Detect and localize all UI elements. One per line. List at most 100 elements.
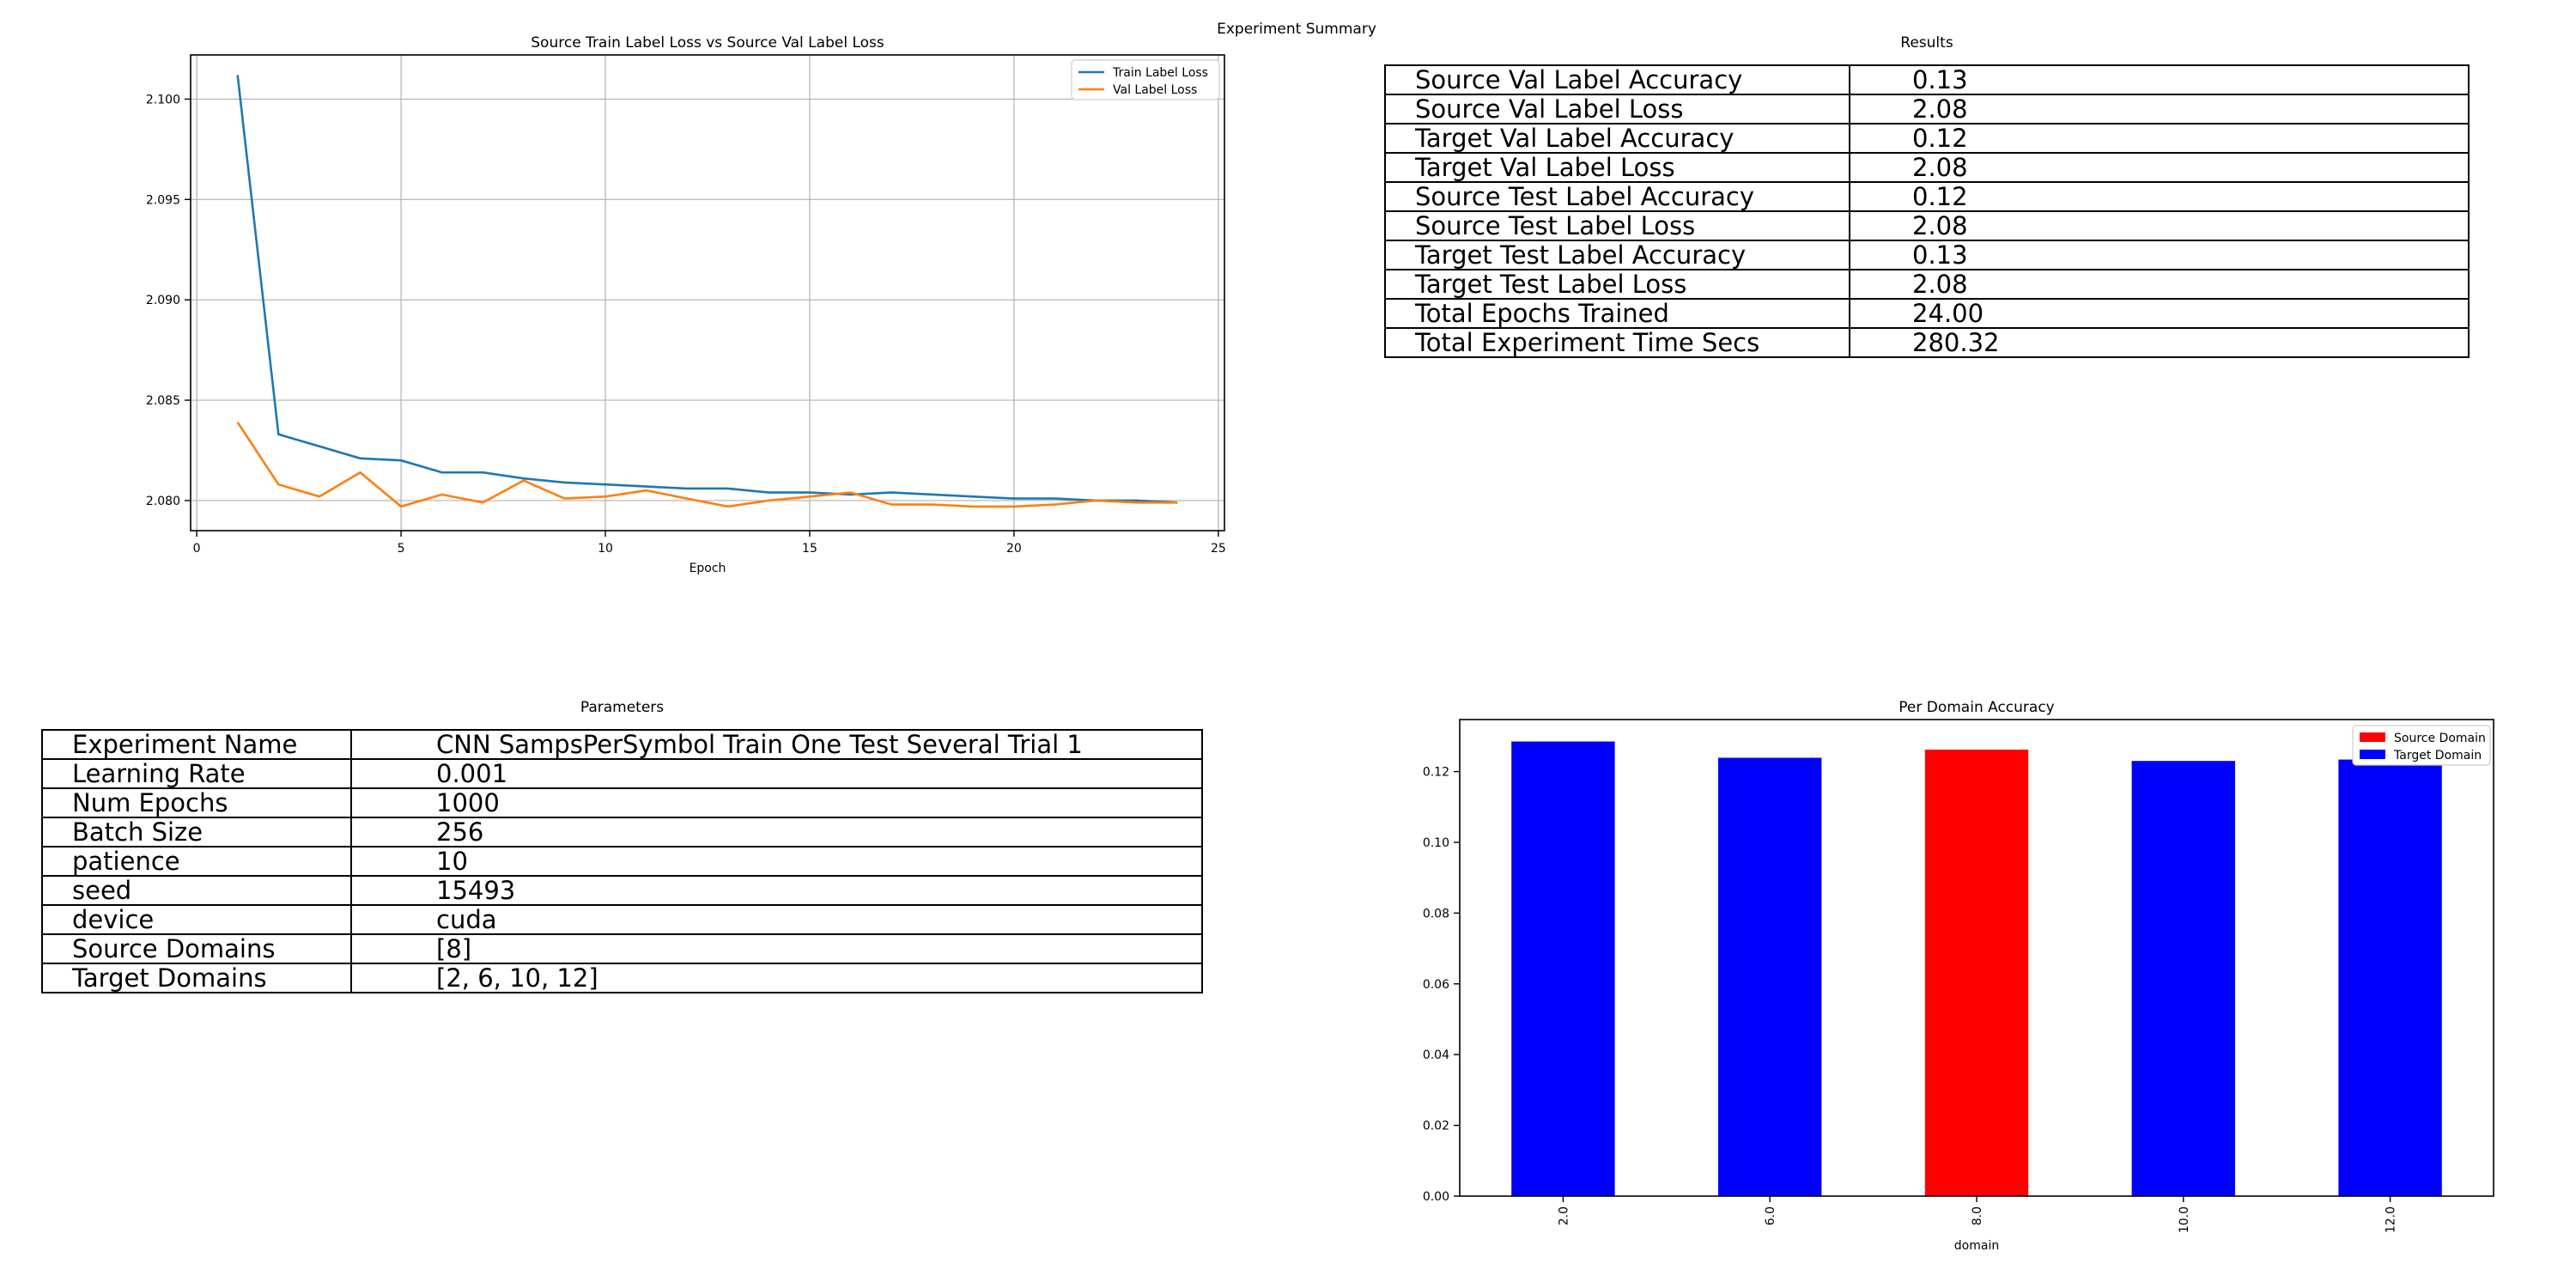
y-tick-label: 0.06 [1423,978,1449,992]
parameters-table: Experiment Name CNN SampsPerSymbol Train … [41,729,1203,993]
table-key-cell: patience [41,846,352,877]
table-key-cell: Target Domains [41,963,352,993]
x-axis-label: Epoch [690,562,726,575]
series-line-val-label-loss [236,422,1178,508]
table-key-cell: Batch Size [41,817,352,848]
table-value-cell: 0.12 [1849,123,2470,154]
y-tick-label: 0.00 [1423,1190,1449,1204]
y-tick-label: 0.04 [1423,1048,1449,1062]
table-value-cell: 0.001 [350,758,1203,789]
results-row: Source Test Label Accuracy 0.12 [1384,181,2470,212]
table-key-cell: Source Val Label Accuracy [1384,64,1850,95]
bar-domain-8-0 [1924,750,2029,1196]
x-tick-label: 10.0 [2178,1206,2191,1233]
table-key-cell: Total Epochs Trained [1384,298,1850,329]
table-key-cell: Source Test Label Loss [1384,210,1850,241]
results-row: Source Test Label Loss 2.08 [1384,210,2470,241]
table-key-cell: Source Domains [41,933,352,964]
parameter-row: Source Domains [8] [41,933,1203,964]
y-tick-label: 0.02 [1423,1120,1449,1133]
plot-frame [190,54,1225,532]
x-tick-label: 8.0 [1971,1206,1984,1225]
table-value-cell: 1000 [350,787,1203,818]
legend-box [1071,59,1220,100]
bar-domain-6-0 [1718,757,1822,1196]
x-tick-label: 2.0 [1557,1206,1571,1225]
series-line-train-label-loss [236,75,1178,504]
table-key-cell: seed [41,875,352,906]
y-tick-label: 0.12 [1423,766,1449,780]
x-tick-label: 25 [1211,542,1226,556]
parameter-row: Batch Size 256 [41,817,1203,848]
bar-domain-10-0 [2131,761,2235,1196]
table-value-cell: CNN SampsPerSymbol Train One Test Severa… [350,729,1203,760]
results-row: Target Val Label Accuracy 0.12 [1384,123,2470,154]
results-row: Total Experiment Time Secs 280.32 [1384,327,2470,358]
x-tick-label: 6.0 [1764,1206,1777,1225]
bar-domain-2-0 [1511,741,1615,1196]
table-key-cell: Num Epochs [41,787,352,818]
legend-swatch [2360,750,2385,759]
y-tick-label: 2.085 [146,394,180,408]
results-row: Target Test Label Loss 2.08 [1384,269,2470,300]
legend-label: Val Label Loss [1113,83,1197,97]
table-value-cell: 0.13 [1849,64,2470,95]
x-tick-label: 10 [598,542,613,556]
results-row: Source Val Label Loss 2.08 [1384,94,2470,125]
x-tick-label: 0 [193,542,201,556]
table-key-cell: Source Val Label Loss [1384,94,1850,125]
table-value-cell: cuda [350,904,1203,935]
table-value-cell: 24.00 [1849,298,2470,329]
y-tick-label: 2.100 [146,93,180,106]
x-tick-label: 12.0 [2385,1206,2398,1233]
results-title: Results [1900,34,1953,52]
parameter-row: Learning Rate 0.001 [41,758,1203,789]
table-value-cell: 2.08 [1849,269,2470,300]
parameter-row: Target Domains [2, 6, 10, 12] [41,963,1203,993]
parameter-row: seed 15493 [41,875,1203,906]
table-key-cell: Source Test Label Accuracy [1384,181,1850,212]
figure-title: Experiment Summary [1217,21,1376,38]
table-value-cell: [2, 6, 10, 12] [350,963,1203,993]
plot-frame [1459,719,2494,1197]
table-key-cell: device [41,904,352,935]
table-key-cell: Experiment Name [41,729,352,760]
table-value-cell: 2.08 [1849,210,2470,241]
table-key-cell: Target Val Label Accuracy [1384,123,1850,154]
x-tick-label: 15 [802,542,817,556]
table-value-cell: 0.12 [1849,181,2470,212]
table-value-cell: [8] [350,933,1203,964]
results-row: Total Epochs Trained 24.00 [1384,298,2470,329]
y-tick-label: 0.08 [1423,907,1449,920]
x-tick-label: 20 [1006,542,1022,556]
table-value-cell: 10 [350,846,1203,877]
bar-domain-12-0 [2338,759,2442,1196]
results-row: Source Val Label Accuracy 0.13 [1384,64,2470,95]
table-value-cell: 256 [350,817,1203,848]
table-key-cell: Target Val Label Loss [1384,152,1850,183]
table-key-cell: Target Test Label Loss [1384,269,1850,300]
legend-box [2352,725,2491,766]
parameter-row: Experiment Name CNN SampsPerSymbol Train … [41,729,1203,760]
parameter-row: Num Epochs 1000 [41,787,1203,818]
parameter-row: device cuda [41,904,1203,935]
results-table: Source Val Label Accuracy 0.13 Source Val … [1384,64,2470,358]
results-row: Target Test Label Accuracy 0.13 [1384,240,2470,270]
table-key-cell: Target Test Label Accuracy [1384,240,1850,270]
parameters-title: Parameters [580,699,665,716]
y-tick-label: 2.095 [146,193,180,207]
legend-swatch [2360,732,2385,742]
parameter-row: patience 10 [41,846,1203,877]
y-tick-label: 2.090 [146,294,180,307]
domain-chart-title: Per Domain Accuracy [1899,699,2055,716]
legend-label: Source Domain [2394,732,2486,745]
y-tick-label: 2.080 [146,495,180,508]
x-tick-label: 5 [398,542,405,556]
table-value-cell: 15493 [350,875,1203,906]
table-value-cell: 0.13 [1849,240,2470,270]
loss-chart-title: Source Train Label Loss vs Source Val La… [531,34,884,52]
table-key-cell: Learning Rate [41,758,352,789]
legend-label: Train Label Loss [1112,66,1208,80]
y-tick-label: 0.10 [1423,836,1449,850]
table-value-cell: 2.08 [1849,152,2470,183]
